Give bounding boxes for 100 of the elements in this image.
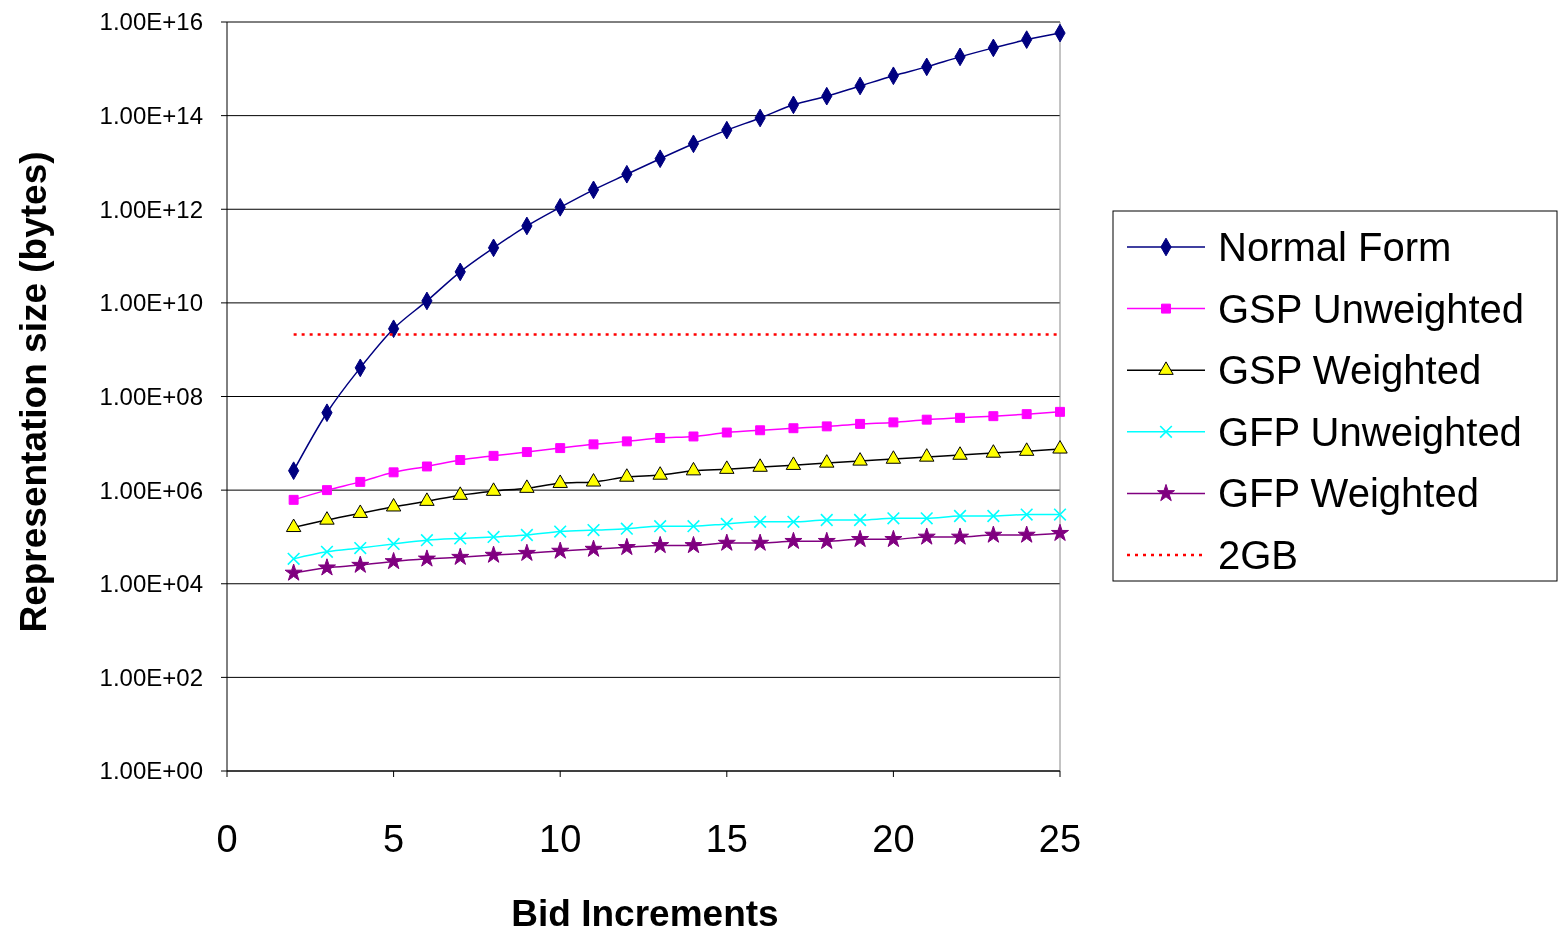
point	[884, 529, 903, 548]
y-tick-label: 1.00E+02	[99, 663, 203, 691]
point	[885, 450, 902, 464]
point	[720, 517, 734, 531]
point	[619, 468, 635, 482]
point	[388, 467, 399, 478]
point	[817, 531, 836, 549]
point	[784, 531, 803, 549]
point	[617, 537, 636, 556]
point	[755, 425, 766, 436]
x-tick-label: 0	[216, 818, 238, 860]
point	[919, 448, 935, 462]
point	[488, 450, 499, 461]
point	[921, 414, 932, 425]
point	[520, 528, 534, 542]
point	[1050, 523, 1070, 541]
y-tick-label: 1.00E+06	[99, 476, 203, 504]
point	[886, 511, 901, 525]
point	[955, 412, 966, 423]
x-tick-label: 25	[1038, 818, 1082, 860]
legend-label: GFP Unweighted	[1218, 409, 1522, 454]
y-tick-label: 1.00E+04	[99, 570, 203, 598]
legend-label: GSP Weighted	[1218, 348, 1482, 393]
point	[655, 433, 666, 443]
point	[820, 513, 834, 527]
point	[284, 563, 303, 581]
point	[420, 533, 434, 547]
point	[419, 492, 435, 506]
point	[351, 555, 370, 573]
point	[852, 452, 868, 466]
point	[752, 458, 768, 472]
point	[555, 443, 566, 454]
point	[521, 447, 532, 458]
point	[320, 545, 334, 559]
point	[1055, 406, 1065, 417]
point	[1021, 409, 1032, 420]
point	[685, 461, 702, 476]
point	[453, 531, 467, 546]
point	[684, 535, 703, 554]
point	[1017, 525, 1036, 543]
point	[986, 509, 1000, 523]
y-tick-label: 1.00E+16	[99, 8, 203, 36]
point	[855, 418, 866, 429]
point	[652, 466, 668, 480]
point	[821, 421, 832, 432]
point	[653, 519, 667, 533]
point	[688, 431, 699, 442]
point	[386, 537, 401, 551]
point	[888, 417, 899, 428]
y-tick-label: 1.00E+10	[99, 289, 203, 317]
point	[319, 511, 335, 525]
point	[853, 513, 867, 527]
point	[585, 473, 602, 487]
point	[1052, 440, 1068, 454]
legend-label: GSP Unweighted	[1218, 286, 1525, 331]
point	[620, 522, 634, 536]
point	[486, 530, 501, 544]
point	[385, 497, 402, 512]
point	[753, 515, 767, 529]
point	[786, 515, 801, 529]
y-axis-title: Representation size (bytes)	[13, 151, 54, 633]
point	[721, 427, 732, 438]
point	[551, 541, 570, 559]
point	[417, 549, 436, 567]
point	[584, 539, 603, 557]
point	[819, 454, 835, 468]
y-tick-label: 1.00E+14	[99, 102, 203, 130]
point	[717, 533, 736, 551]
point	[352, 504, 368, 518]
x-axis-title: Bid Increments	[511, 893, 779, 931]
y-tick-label: 1.00E+12	[99, 195, 203, 223]
point	[285, 518, 302, 533]
point	[719, 460, 735, 474]
point	[1020, 507, 1034, 522]
point	[953, 509, 967, 523]
point	[421, 461, 432, 472]
point	[984, 525, 1003, 543]
point	[988, 411, 999, 422]
y-tick-label: 1.00E+00	[99, 757, 203, 785]
point	[552, 474, 568, 488]
point	[355, 476, 366, 487]
point	[384, 551, 403, 570]
point	[621, 436, 632, 447]
point	[553, 524, 567, 539]
legend-label: GFP Weighted	[1218, 471, 1479, 516]
x-tick-label: 5	[383, 818, 405, 860]
point	[651, 535, 670, 554]
point	[952, 446, 968, 460]
point	[788, 423, 799, 434]
point	[851, 529, 870, 548]
point	[452, 486, 468, 500]
point	[519, 479, 535, 493]
point	[1018, 442, 1035, 456]
x-tick-label: 20	[872, 818, 915, 860]
x-tick-label: 15	[705, 818, 748, 860]
point	[951, 527, 970, 545]
y-tick-label: 1.00E+08	[99, 382, 203, 410]
point	[451, 547, 470, 565]
point	[321, 485, 332, 496]
point	[287, 552, 301, 566]
